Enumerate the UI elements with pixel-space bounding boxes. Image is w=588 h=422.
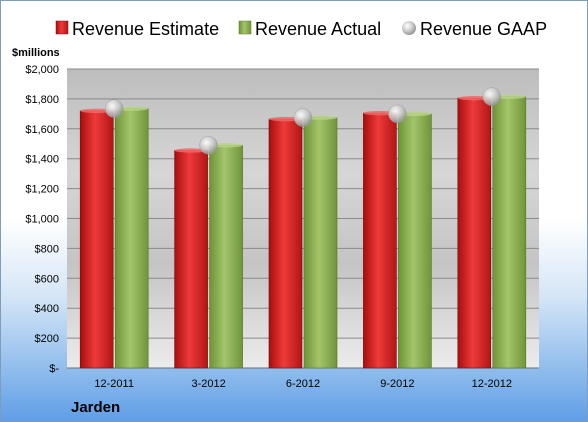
y-tick-label: $800: [35, 243, 59, 255]
y-unit-label: $millions: [12, 47, 60, 59]
y-tick-label: $400: [35, 303, 59, 315]
bar-revenue-estimate[interactable]: [268, 118, 303, 369]
bar-revenue-actual-cap: [304, 115, 337, 120]
y-tick-label: $1,400: [25, 154, 59, 166]
bar-revenue-estimate-cap: [269, 116, 302, 122]
x-tick-label: 9-2012: [380, 378, 414, 390]
gaap-marker[interactable]: [388, 104, 407, 124]
bar-revenue-estimate[interactable]: [363, 112, 397, 369]
bar-revenue-actual-cap: [492, 94, 526, 99]
y-axis-tick-labels: $- $200 $400 $600 $800 $1,000 $1,200 $1,400 $1,6…: [25, 64, 59, 375]
bar-revenue-estimate-cap: [457, 95, 491, 101]
legend-swatch-actual: [238, 20, 252, 35]
gaap-marker[interactable]: [293, 108, 313, 127]
y-tick-label: $200: [35, 333, 59, 345]
y-tick-label: $1,200: [25, 184, 59, 196]
bar-revenue-estimate[interactable]: [79, 110, 114, 369]
y-tick-label: $2,000: [25, 64, 59, 76]
legend: Revenue Estimate Revenue Actual Revenue …: [55, 19, 547, 39]
bar-revenue-actual[interactable]: [398, 113, 432, 369]
bar-revenue-actual[interactable]: [209, 144, 243, 369]
y-tick-label: $600: [35, 273, 59, 285]
bar-revenue-actual[interactable]: [114, 108, 149, 369]
bar-revenue-estimate[interactable]: [174, 150, 208, 369]
legend-label-estimate: Revenue Estimate: [72, 19, 219, 39]
legend-item-revenue-estimate[interactable]: Revenue Estimate: [55, 19, 219, 39]
legend-item-revenue-actual[interactable]: Revenue Actual: [238, 19, 381, 39]
x-axis-tick-labels: 12-2011 3-2012 6-2012 9-2012 12-2012: [94, 378, 512, 390]
company-label: Jarden: [71, 399, 120, 416]
bar-revenue-estimate-cap: [80, 108, 114, 114]
legend-item-revenue-gaap[interactable]: Revenue GAAP: [402, 19, 547, 39]
bar-revenue-actual-cap: [209, 143, 243, 148]
bar-revenue-estimate-cap: [174, 148, 208, 153]
y-tick-label: $1,600: [25, 124, 59, 136]
gaap-markers: [104, 87, 502, 155]
x-tick-label: 6-2012: [286, 378, 320, 390]
x-tick-label: 12-2011: [94, 378, 134, 390]
x-tick-label: 3-2012: [191, 378, 225, 390]
bar-revenue-estimate-cap: [363, 110, 397, 116]
y-tick-label: $1,800: [25, 94, 59, 106]
legend-label-gaap: Revenue GAAP: [420, 19, 547, 39]
legend-marker-gaap: [402, 21, 416, 35]
gaap-marker[interactable]: [482, 87, 502, 106]
legend-label-actual: Revenue Actual: [255, 19, 381, 39]
bar-revenue-actual[interactable]: [303, 117, 338, 369]
gaap-marker[interactable]: [199, 135, 218, 155]
bars: [79, 94, 527, 369]
bar-revenue-actual[interactable]: [492, 96, 527, 369]
bar-revenue-actual-cap: [398, 111, 432, 117]
x-tick-label: 12-2012: [472, 378, 512, 390]
bar-revenue-actual-cap: [115, 106, 149, 111]
gaap-marker[interactable]: [104, 99, 124, 118]
legend-swatch-estimate: [55, 20, 69, 35]
bar-revenue-estimate[interactable]: [457, 97, 492, 369]
y-tick-label: $1,000: [25, 214, 59, 226]
y-tick-label: $-: [49, 363, 59, 375]
